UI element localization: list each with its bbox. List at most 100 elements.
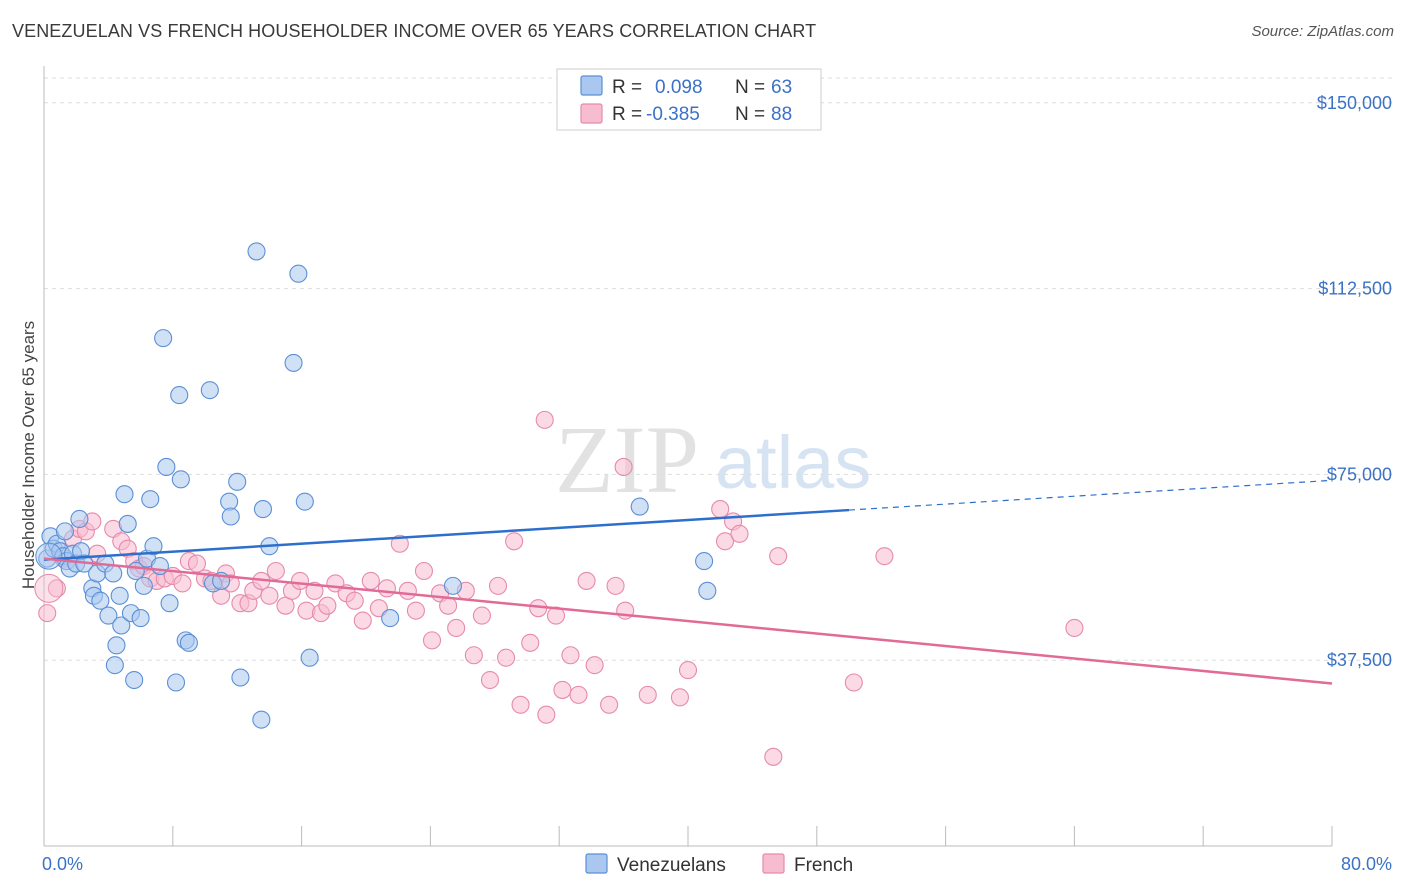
venezuelan-point bbox=[104, 564, 123, 583]
french-point bbox=[585, 656, 604, 675]
french-point bbox=[730, 524, 749, 543]
french-point bbox=[47, 579, 66, 598]
french-point bbox=[511, 695, 530, 714]
legend-r-label-french: R = bbox=[612, 104, 642, 125]
y-tick-label: $150,000 bbox=[1317, 93, 1392, 113]
venezuelan-point bbox=[221, 507, 240, 526]
venezuelan-point bbox=[105, 656, 124, 675]
venezuelan-point bbox=[110, 586, 129, 605]
venezuelan-point bbox=[300, 648, 319, 667]
venezuelan-point bbox=[115, 485, 134, 504]
legend-n-value-venezuelans: 63 bbox=[771, 77, 792, 98]
french-point bbox=[614, 457, 633, 477]
french-point bbox=[844, 673, 863, 692]
chart-title: VENEZUELAN VS FRENCH HOUSEHOLDER INCOME … bbox=[12, 21, 817, 41]
trend-lines bbox=[43, 479, 1333, 685]
french-point bbox=[715, 532, 735, 551]
legend-swatch-french bbox=[580, 103, 603, 124]
venezuelan-point bbox=[70, 509, 89, 529]
french-point bbox=[537, 705, 556, 724]
french-point bbox=[398, 581, 417, 600]
venezuelan-point bbox=[107, 636, 126, 655]
french-point-cluster bbox=[34, 573, 64, 603]
venezuelan-point bbox=[112, 616, 131, 635]
french-point bbox=[472, 606, 491, 625]
venezuelan-point bbox=[630, 497, 649, 516]
venezuelan-point bbox=[125, 670, 144, 690]
y-tick-labels: $37,500 $75,000 $112,500 $150,000 bbox=[1317, 93, 1392, 670]
venezuelan-point bbox=[443, 576, 462, 595]
french-point bbox=[276, 596, 295, 615]
venezuelan-point bbox=[170, 386, 189, 405]
legend-n-value-french: 88 bbox=[771, 104, 792, 125]
french-point bbox=[875, 547, 894, 566]
french-point bbox=[447, 618, 466, 638]
french-point bbox=[290, 571, 310, 590]
venezuelan-point bbox=[99, 606, 118, 625]
venezuelan-point bbox=[131, 609, 150, 628]
legend-r-label-venezuelans: R = bbox=[612, 77, 642, 98]
venezuelan-point bbox=[231, 668, 250, 687]
venezuelan-point bbox=[144, 537, 163, 556]
legend-bottom-label-venezuelans: Venezuelans bbox=[617, 855, 726, 876]
venezuelan-point bbox=[118, 514, 137, 533]
french-point bbox=[345, 591, 364, 610]
french-point bbox=[606, 576, 625, 595]
french-point bbox=[553, 680, 572, 699]
french-point bbox=[670, 688, 690, 707]
venezuelan-trend-line bbox=[43, 508, 850, 561]
venezuelan-point bbox=[91, 591, 110, 610]
french-point bbox=[561, 646, 580, 665]
venezuelan-point bbox=[200, 381, 219, 400]
french-point bbox=[678, 661, 698, 680]
venezuelan-point bbox=[247, 242, 266, 261]
legend-bottom-label-french: French bbox=[794, 855, 853, 876]
venezuelan-point bbox=[695, 552, 714, 571]
legend-top: R = 0.098 N = 63 R = -0.385 N = 88 bbox=[556, 68, 822, 131]
french-point bbox=[439, 596, 458, 615]
french-point bbox=[505, 532, 524, 551]
venezuelan-trend-extension bbox=[848, 479, 1333, 511]
french-point bbox=[488, 576, 508, 595]
french-trend-line bbox=[43, 557, 1333, 685]
venezuelan-point bbox=[228, 472, 247, 491]
venezuelan-point bbox=[289, 264, 308, 283]
french-point bbox=[414, 561, 434, 581]
source-label: Source: ZipAtlas.com bbox=[1251, 23, 1394, 40]
venezuelan-points bbox=[35, 242, 717, 729]
legend-swatch-venezuelans bbox=[580, 75, 603, 96]
french-point bbox=[464, 646, 483, 665]
venezuelan-point bbox=[150, 557, 169, 576]
venezuelan-point-cluster bbox=[35, 542, 63, 570]
legend-r-value-venezuelans: 0.098 bbox=[655, 77, 703, 98]
french-point bbox=[577, 571, 596, 590]
french-point bbox=[764, 747, 783, 766]
french-point bbox=[377, 579, 396, 598]
legend-bottom-swatch-french bbox=[762, 853, 785, 874]
french-point bbox=[406, 601, 425, 620]
venezuelan-point bbox=[284, 353, 303, 372]
axes bbox=[43, 66, 1333, 847]
french-point bbox=[305, 581, 324, 600]
y-axis-title: Householder Income Over 65 years bbox=[19, 321, 38, 589]
french-point bbox=[422, 631, 442, 650]
french-point bbox=[318, 596, 337, 615]
french-point bbox=[1065, 618, 1084, 638]
venezuelan-point bbox=[160, 594, 179, 613]
venezuelan-point bbox=[154, 329, 173, 348]
french-point bbox=[569, 685, 588, 704]
venezuelan-point bbox=[698, 581, 717, 600]
french-point bbox=[173, 574, 192, 593]
venezuelan-point bbox=[220, 492, 239, 511]
legend-n-label-french: N = bbox=[735, 104, 765, 125]
french-point bbox=[480, 670, 500, 690]
french-point bbox=[187, 554, 206, 573]
y-tick-label: $112,500 bbox=[1318, 279, 1392, 299]
venezuelan-point bbox=[295, 492, 314, 511]
french-point bbox=[711, 500, 730, 519]
x-tick-label-min: 0.0% bbox=[42, 854, 83, 874]
venezuelan-point bbox=[252, 710, 271, 729]
french-point bbox=[638, 685, 657, 704]
legend-n-label-venezuelans: N = bbox=[735, 77, 765, 98]
